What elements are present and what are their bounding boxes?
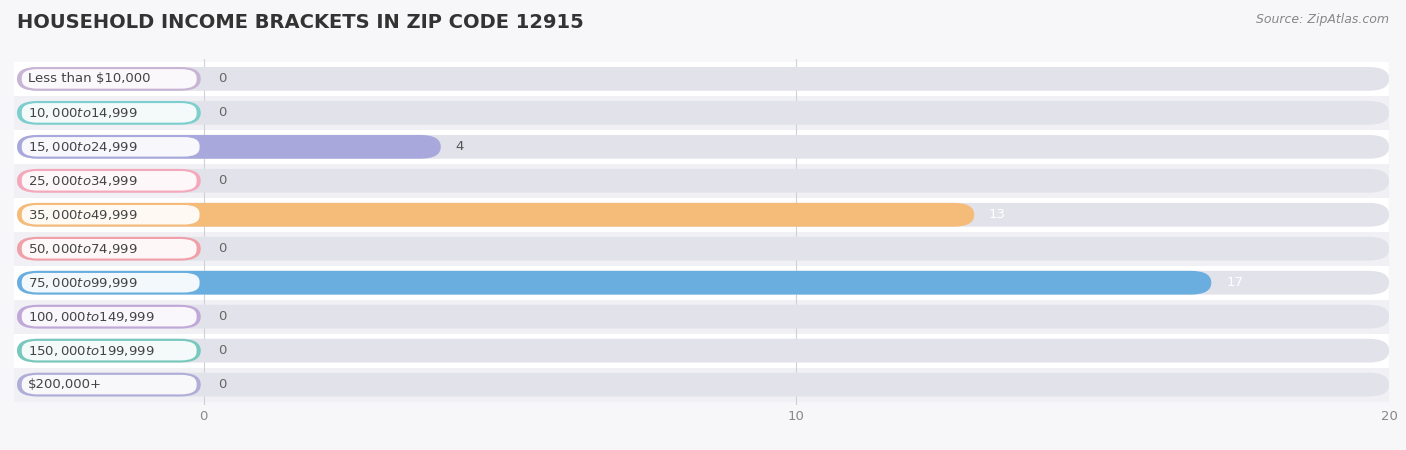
FancyBboxPatch shape xyxy=(17,101,201,125)
FancyBboxPatch shape xyxy=(14,232,1389,266)
Text: 17: 17 xyxy=(1226,276,1243,289)
Text: $75,000 to $99,999: $75,000 to $99,999 xyxy=(28,276,138,290)
FancyBboxPatch shape xyxy=(17,339,201,363)
FancyBboxPatch shape xyxy=(17,101,1389,125)
Text: $150,000 to $199,999: $150,000 to $199,999 xyxy=(28,344,155,358)
FancyBboxPatch shape xyxy=(21,137,200,157)
FancyBboxPatch shape xyxy=(21,103,197,122)
FancyBboxPatch shape xyxy=(21,205,200,225)
FancyBboxPatch shape xyxy=(17,373,201,396)
FancyBboxPatch shape xyxy=(14,368,1389,401)
FancyBboxPatch shape xyxy=(17,135,441,159)
Text: $35,000 to $49,999: $35,000 to $49,999 xyxy=(28,208,138,222)
FancyBboxPatch shape xyxy=(17,237,1389,261)
FancyBboxPatch shape xyxy=(21,307,197,326)
FancyBboxPatch shape xyxy=(17,169,1389,193)
Text: 0: 0 xyxy=(218,72,226,86)
Text: 0: 0 xyxy=(218,310,226,323)
Text: 0: 0 xyxy=(218,242,226,255)
FancyBboxPatch shape xyxy=(21,171,197,190)
FancyBboxPatch shape xyxy=(21,239,197,258)
Text: $15,000 to $24,999: $15,000 to $24,999 xyxy=(28,140,138,154)
Text: $100,000 to $149,999: $100,000 to $149,999 xyxy=(28,310,155,324)
Text: $200,000+: $200,000+ xyxy=(28,378,101,391)
FancyBboxPatch shape xyxy=(17,135,1389,159)
Text: Less than $10,000: Less than $10,000 xyxy=(28,72,150,86)
FancyBboxPatch shape xyxy=(17,305,201,328)
Text: 0: 0 xyxy=(218,106,226,119)
FancyBboxPatch shape xyxy=(17,271,1389,295)
FancyBboxPatch shape xyxy=(21,341,197,360)
Text: 13: 13 xyxy=(988,208,1007,221)
Text: $10,000 to $14,999: $10,000 to $14,999 xyxy=(28,106,138,120)
FancyBboxPatch shape xyxy=(17,67,1389,91)
Text: 0: 0 xyxy=(218,344,226,357)
FancyBboxPatch shape xyxy=(17,237,201,261)
FancyBboxPatch shape xyxy=(17,271,1212,295)
FancyBboxPatch shape xyxy=(14,164,1389,198)
FancyBboxPatch shape xyxy=(21,273,200,292)
FancyBboxPatch shape xyxy=(17,203,974,227)
Text: 0: 0 xyxy=(218,378,226,391)
FancyBboxPatch shape xyxy=(17,373,1389,396)
Text: Source: ZipAtlas.com: Source: ZipAtlas.com xyxy=(1256,14,1389,27)
FancyBboxPatch shape xyxy=(14,333,1389,368)
FancyBboxPatch shape xyxy=(14,62,1389,96)
FancyBboxPatch shape xyxy=(14,198,1389,232)
FancyBboxPatch shape xyxy=(21,375,197,394)
Text: $50,000 to $74,999: $50,000 to $74,999 xyxy=(28,242,138,256)
Text: $25,000 to $34,999: $25,000 to $34,999 xyxy=(28,174,138,188)
FancyBboxPatch shape xyxy=(14,96,1389,130)
FancyBboxPatch shape xyxy=(17,305,1389,328)
FancyBboxPatch shape xyxy=(17,67,201,91)
FancyBboxPatch shape xyxy=(17,339,1389,363)
FancyBboxPatch shape xyxy=(17,169,201,193)
FancyBboxPatch shape xyxy=(14,130,1389,164)
FancyBboxPatch shape xyxy=(21,69,197,89)
FancyBboxPatch shape xyxy=(17,203,1389,227)
FancyBboxPatch shape xyxy=(14,300,1389,333)
Text: HOUSEHOLD INCOME BRACKETS IN ZIP CODE 12915: HOUSEHOLD INCOME BRACKETS IN ZIP CODE 12… xyxy=(17,14,583,32)
Text: 0: 0 xyxy=(218,174,226,187)
FancyBboxPatch shape xyxy=(14,266,1389,300)
Text: 4: 4 xyxy=(456,140,464,153)
